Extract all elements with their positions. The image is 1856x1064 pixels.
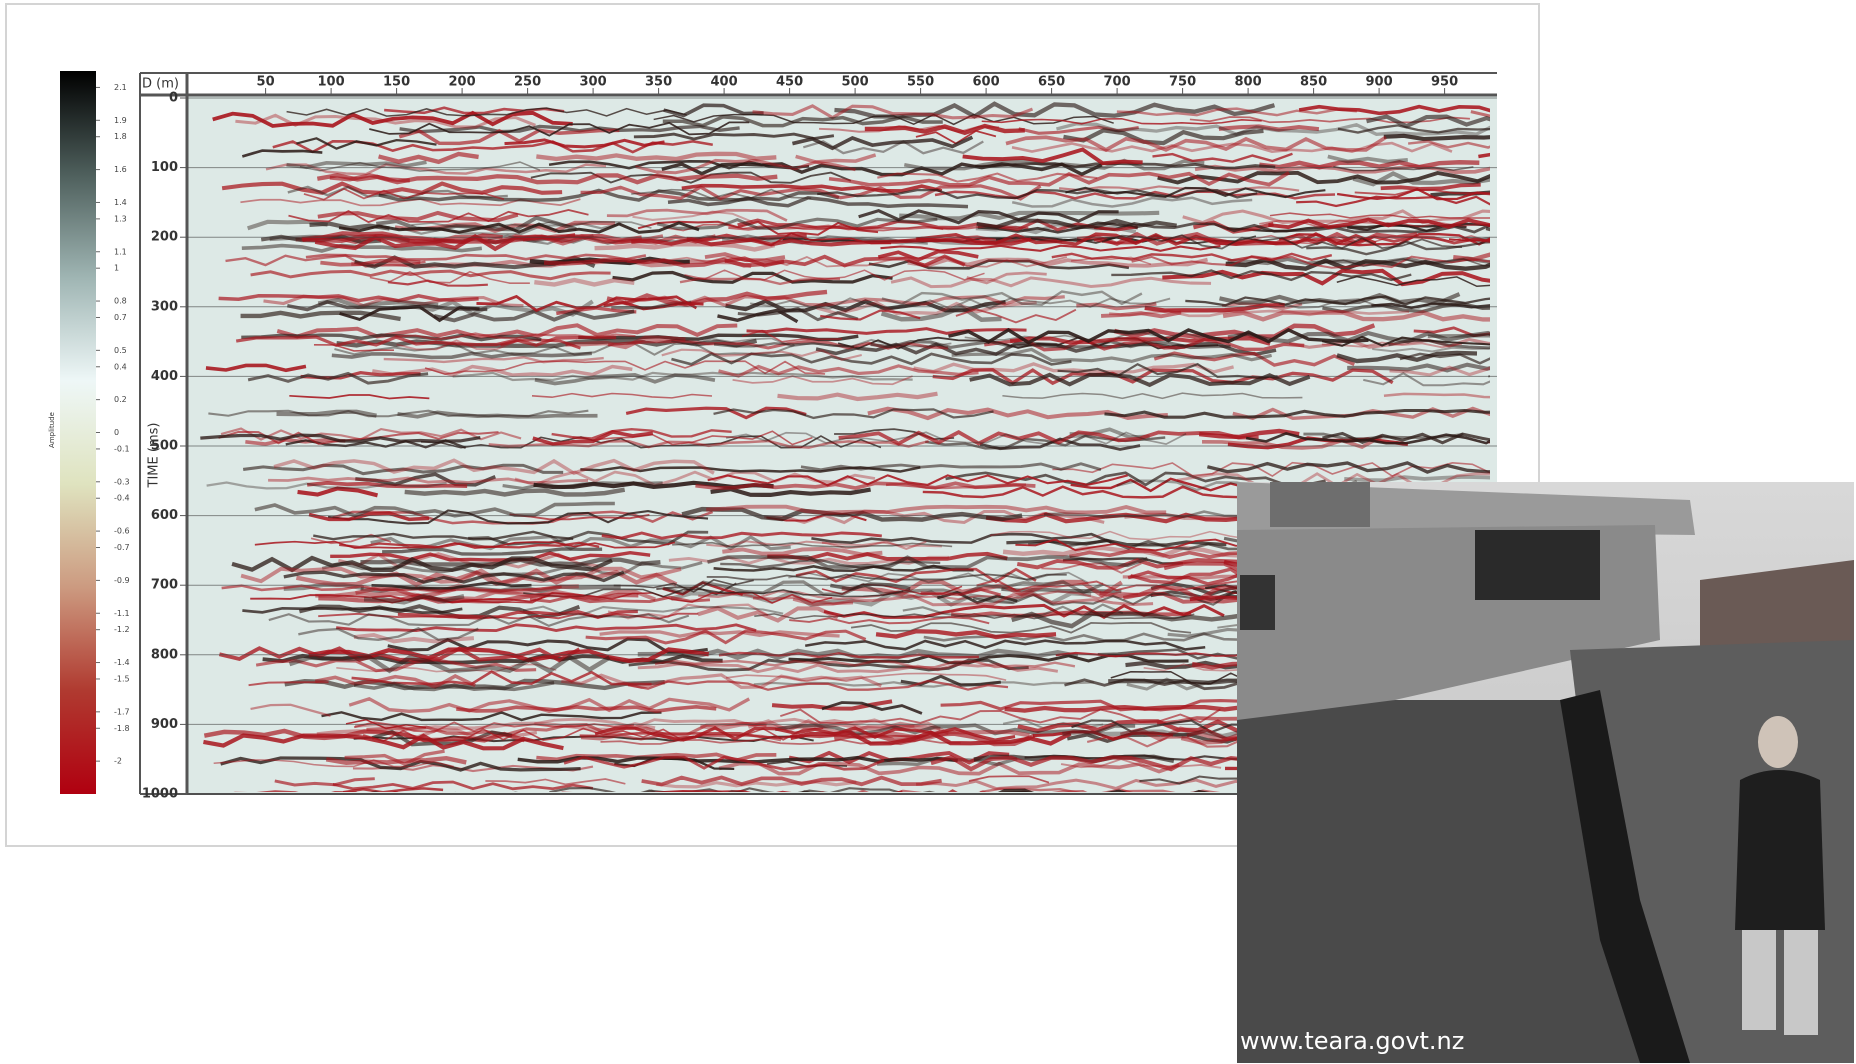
colorbar-tick-label: -0.9 <box>114 576 130 585</box>
colorbar-tick-label: 1.8 <box>114 132 127 141</box>
y-tick-label: 400 <box>151 369 178 384</box>
x-axis-label: D (m) <box>142 77 179 92</box>
colorbar-tick-label: -0.4 <box>114 494 130 503</box>
colorbar-tick-label: 0.2 <box>114 395 127 404</box>
y-tick-label: 0 <box>169 91 178 106</box>
x-tick-label: 650 <box>1038 75 1065 90</box>
y-tick-label: 700 <box>151 578 178 593</box>
colorbar-tick-label: -1.5 <box>114 674 130 683</box>
person-leg <box>1742 930 1776 1030</box>
y-tick-label: 200 <box>151 230 178 245</box>
colorbar-tick-label: -0.1 <box>114 444 130 453</box>
x-tick-label: 50 <box>257 75 275 90</box>
colorbar-tick-label: -0.6 <box>114 527 130 536</box>
colorbar-tick-label: 0.5 <box>114 346 127 355</box>
y-axis-label: TIME (ms) <box>147 423 162 489</box>
x-tick-label: 550 <box>907 75 934 90</box>
colorbar-tick-label: -1.1 <box>114 609 130 618</box>
colorbar-tick-label: -2 <box>114 757 122 766</box>
colorbar-tick-label: 0.7 <box>114 313 127 322</box>
person-head <box>1758 716 1798 768</box>
colorbar-tick-label: 1 <box>114 264 119 273</box>
colorbar-tick-label: -1.2 <box>114 625 130 634</box>
colorbar-tick-label: 1.6 <box>114 165 127 174</box>
colorbar-tick-label: -0.3 <box>114 477 130 486</box>
y-tick-label: 600 <box>151 508 178 523</box>
x-tick-label: 600 <box>973 75 1000 90</box>
x-tick-label: 400 <box>711 75 738 90</box>
y-tick-label: 900 <box>151 717 178 732</box>
x-tick-label: 150 <box>383 75 410 90</box>
colorbar-tick-label: -1.8 <box>114 724 130 733</box>
window <box>1475 530 1600 600</box>
x-tick-label: 900 <box>1366 75 1393 90</box>
x-tick-label: 250 <box>514 75 541 90</box>
x-tick-label: 450 <box>776 75 803 90</box>
photo-caption: www.teara.govt.nz <box>1240 1027 1464 1055</box>
y-tick-label: 1000 <box>142 787 178 802</box>
x-tick-label: 100 <box>318 75 345 90</box>
colorbar-tick-label: 0 <box>114 428 119 437</box>
colorbar-tick-label: 1.4 <box>114 198 127 207</box>
colorbar-tick-label: 1.3 <box>114 214 127 223</box>
colorbar-label: Amplitude <box>48 412 56 448</box>
colorbar-tick-label: -1.4 <box>114 658 130 667</box>
x-tick-label: 300 <box>580 75 607 90</box>
colorbar-tick-label: -1.7 <box>114 707 130 716</box>
photo: www.teara.govt.nz <box>1237 482 1854 1063</box>
colorbar-tick-label: 1.1 <box>114 247 127 256</box>
x-tick-label: 500 <box>842 75 869 90</box>
page: {"chart_data":{"type":"seismic-section",… <box>0 0 1856 1064</box>
colorbar-tick-label: 1.9 <box>114 116 127 125</box>
colorbar-tick-label: -0.7 <box>114 543 130 552</box>
x-tick-label: 800 <box>1235 75 1262 90</box>
figure: 5010015020025030035040045050055060065070… <box>0 0 1856 1064</box>
window <box>1240 575 1275 630</box>
colorbar <box>60 71 96 794</box>
colorbar-tick-label: 0.4 <box>114 362 127 371</box>
x-tick-label: 950 <box>1431 75 1458 90</box>
x-tick-label: 750 <box>1169 75 1196 90</box>
x-tick-label: 200 <box>449 75 476 90</box>
y-tick-label: 800 <box>151 647 178 662</box>
colorbar-tick-label: 2.1 <box>114 83 127 92</box>
x-tick-label: 850 <box>1300 75 1327 90</box>
person-coat <box>1735 770 1825 930</box>
colorbar-tick-label: 0.8 <box>114 297 127 306</box>
x-tick-label: 700 <box>1104 75 1131 90</box>
x-tick-label: 350 <box>645 75 672 90</box>
chimney <box>1270 482 1370 527</box>
y-tick-label: 100 <box>151 160 178 175</box>
y-tick-label: 300 <box>151 299 178 314</box>
person-leg <box>1784 930 1818 1035</box>
